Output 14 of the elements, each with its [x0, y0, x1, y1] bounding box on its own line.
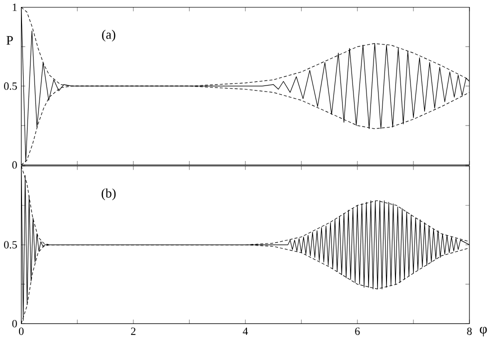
x-tick-label: 2 [131, 328, 136, 335]
y-tick-label: 0 [12, 161, 17, 169]
y-tick-label: 0 [12, 320, 17, 328]
y-tick-label: 0.5 [4, 241, 17, 249]
x-tick-label: 6 [355, 328, 360, 335]
x-tick-label: 4 [242, 328, 248, 335]
x-tick-label: 8 [467, 328, 472, 335]
y-tick-label: 0.5 [4, 82, 17, 90]
x-axis-title: φ [480, 326, 487, 336]
annotation: (b) [102, 188, 116, 200]
y-tick-label: 1 [12, 4, 17, 11]
y-axis-title: P [6, 36, 13, 45]
x-tick-label: 0 [18, 328, 24, 335]
annotation: (a) [102, 30, 116, 42]
